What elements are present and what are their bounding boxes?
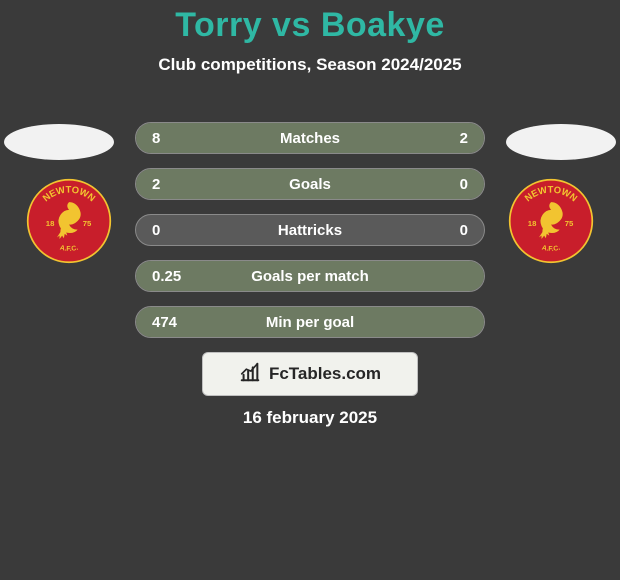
stat-row: 474Min per goal [135, 306, 485, 338]
generation-date: 16 february 2025 [0, 408, 620, 428]
stat-label: Min per goal [136, 314, 484, 331]
stat-label: Goals [136, 176, 484, 193]
stat-row: 8Matches2 [135, 122, 485, 154]
stat-row: 0.25Goals per match [135, 260, 485, 292]
stat-value-right: 2 [460, 130, 468, 147]
brand-text: FcTables.com [269, 364, 381, 384]
stat-label: Matches [136, 130, 484, 147]
svg-text:75: 75 [565, 219, 574, 228]
stat-label: Goals per match [136, 268, 484, 285]
subtitle: Club competitions, Season 2024/2025 [0, 55, 620, 75]
stat-label: Hattricks [136, 222, 484, 239]
page-title: Torry vs Boakye [0, 0, 620, 45]
stats-table: 8Matches22Goals00Hattricks00.25Goals per… [135, 122, 485, 352]
svg-text:18: 18 [46, 219, 55, 228]
club-crest-left: NEWTOWN A.F.C. 18 75 [26, 178, 112, 264]
club-crest-right: NEWTOWN A.F.C. 18 75 [508, 178, 594, 264]
chart-icon [239, 361, 261, 388]
stat-row: 2Goals0 [135, 168, 485, 200]
stat-value-right: 0 [460, 222, 468, 239]
comparison-infographic: Torry vs Boakye Club competitions, Seaso… [0, 0, 620, 580]
flag-left [4, 124, 114, 160]
stat-row: 0Hattricks0 [135, 214, 485, 246]
brand-attribution: FcTables.com [202, 352, 418, 396]
svg-text:75: 75 [83, 219, 92, 228]
flag-right [506, 124, 616, 160]
svg-text:18: 18 [528, 219, 537, 228]
stat-value-right: 0 [460, 176, 468, 193]
